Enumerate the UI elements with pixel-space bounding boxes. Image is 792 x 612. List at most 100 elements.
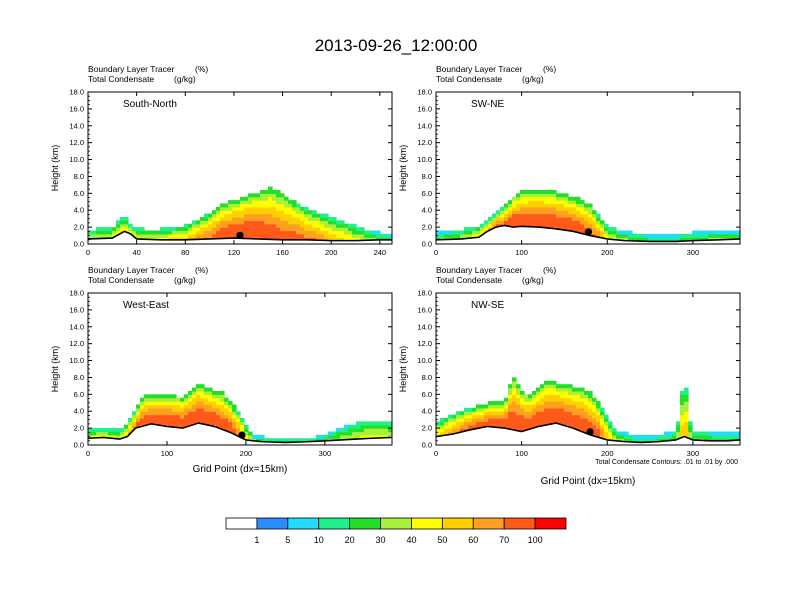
tracer-cell bbox=[348, 227, 353, 232]
left-string-2: Total Condensate bbox=[88, 74, 154, 84]
tracer-cell bbox=[236, 203, 241, 208]
tracer-cell bbox=[512, 424, 517, 429]
tracer-cell bbox=[520, 397, 525, 402]
tracer-cell bbox=[100, 227, 105, 232]
tracer-cell bbox=[356, 230, 361, 235]
tracer-cell bbox=[736, 434, 740, 439]
tracer-cell bbox=[528, 196, 533, 201]
tracer-cell bbox=[652, 233, 657, 238]
tracer-cell bbox=[552, 387, 557, 392]
tracer-cell bbox=[532, 223, 537, 228]
tracer-cell bbox=[128, 223, 133, 228]
tracer-cell bbox=[232, 213, 237, 218]
tracer-cell bbox=[580, 407, 585, 412]
tracer-cell bbox=[160, 421, 165, 426]
tracer-cell bbox=[588, 414, 593, 419]
tracer-cell bbox=[476, 424, 481, 429]
tracer-cell bbox=[364, 424, 369, 429]
tracer-cell bbox=[344, 434, 349, 439]
tracer-cell bbox=[192, 227, 197, 232]
tracer-cell bbox=[536, 414, 541, 419]
tracer-cell bbox=[164, 230, 169, 235]
tracer-cell bbox=[684, 407, 689, 412]
tracer-cell bbox=[548, 210, 553, 215]
tracer-cell bbox=[544, 206, 549, 211]
tracer-cell bbox=[308, 216, 313, 221]
tracer-cell bbox=[184, 417, 189, 422]
tracer-cell bbox=[492, 407, 497, 412]
tracer-cell bbox=[508, 210, 513, 215]
tracer-cell bbox=[540, 387, 545, 392]
tracer-cell bbox=[88, 230, 93, 235]
panel-label: SW-NE bbox=[471, 99, 504, 110]
tracer-cell bbox=[316, 213, 321, 218]
tracer-cell bbox=[500, 216, 505, 221]
tracer-cell bbox=[600, 431, 605, 436]
tracer-cell bbox=[272, 203, 277, 208]
tracer-cell bbox=[688, 421, 693, 426]
tracer-cell bbox=[296, 210, 301, 215]
tracer-cell bbox=[580, 424, 585, 429]
tracer-cell bbox=[692, 431, 697, 436]
tracer-cell bbox=[512, 404, 517, 409]
tracer-cell bbox=[192, 230, 197, 235]
tracer-cell bbox=[140, 233, 145, 238]
y-tick-label: 18.0 bbox=[417, 88, 432, 97]
tracer-cell bbox=[736, 230, 740, 235]
tracer-cell bbox=[552, 196, 557, 201]
tracer-cell bbox=[684, 428, 689, 433]
tracer-cell bbox=[568, 421, 573, 426]
colorbar-box-10 bbox=[534, 517, 567, 530]
tracer-cell bbox=[304, 213, 309, 218]
tracer-cell bbox=[88, 233, 93, 238]
tracer-cell bbox=[452, 421, 457, 426]
tracer-cell bbox=[508, 404, 513, 409]
tracer-cell bbox=[604, 434, 609, 439]
tracer-cell bbox=[260, 438, 265, 443]
y-tick-label: 14.0 bbox=[69, 322, 84, 331]
tracer-cell bbox=[308, 230, 313, 235]
tracer-cell bbox=[180, 227, 185, 232]
tracer-cell bbox=[448, 424, 453, 429]
tracer-cell bbox=[680, 404, 685, 409]
tracer-cell bbox=[300, 233, 305, 238]
tracer-cell bbox=[252, 434, 257, 439]
tracer-cell bbox=[472, 424, 477, 429]
tracer-cell bbox=[156, 421, 161, 426]
tracer-cell bbox=[132, 233, 137, 238]
tracer-cell bbox=[164, 227, 169, 232]
tracer-cell bbox=[324, 227, 329, 232]
tracer-cell bbox=[280, 220, 285, 225]
tracer-cell bbox=[208, 216, 213, 221]
y-tick-label: 4.0 bbox=[422, 407, 432, 416]
tracer-cell bbox=[224, 223, 229, 228]
y-tick-label: 0.0 bbox=[74, 441, 84, 450]
tracer-cell bbox=[152, 394, 157, 399]
tracer-cell bbox=[340, 434, 345, 439]
tracer-cell bbox=[600, 434, 605, 439]
tracer-cell bbox=[212, 233, 217, 238]
tracer-cell bbox=[348, 428, 353, 433]
tracer-cell bbox=[296, 220, 301, 225]
tracer-cell bbox=[532, 193, 537, 198]
tracer-cell bbox=[492, 401, 497, 406]
tracer-cell bbox=[328, 227, 333, 232]
tracer-cell bbox=[188, 404, 193, 409]
tracer-cell bbox=[480, 414, 485, 419]
tracer-cell bbox=[464, 411, 469, 416]
tracer-cell bbox=[200, 220, 205, 225]
tracer-cell bbox=[140, 411, 145, 416]
tracer-cell bbox=[588, 394, 593, 399]
tracer-cell bbox=[480, 223, 485, 228]
tracer-cell bbox=[220, 401, 225, 406]
tracer-cell bbox=[468, 417, 473, 422]
tracer-cell bbox=[556, 210, 561, 215]
tracer-cell bbox=[328, 223, 333, 228]
tracer-cell bbox=[512, 210, 517, 215]
tracer-cell bbox=[204, 387, 209, 392]
tracer-cell bbox=[140, 421, 145, 426]
tracer-cell bbox=[580, 390, 585, 395]
x-tick-label: 0 bbox=[434, 248, 438, 257]
tracer-cell bbox=[520, 417, 525, 422]
y-tick-label: 14.0 bbox=[417, 121, 432, 130]
